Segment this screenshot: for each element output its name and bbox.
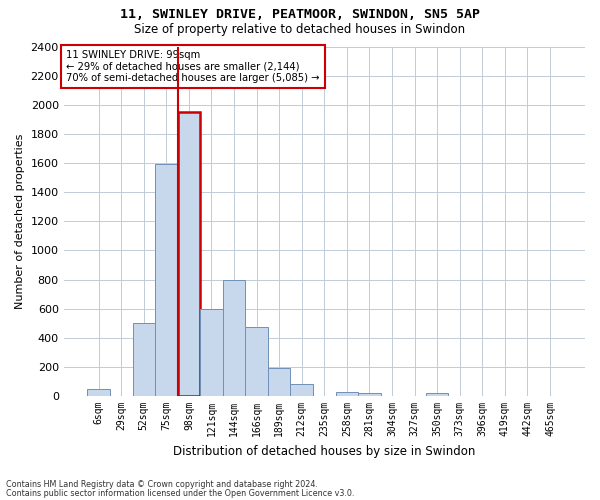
Bar [335,392,358,396]
Y-axis label: Number of detached properties: Number of detached properties [15,134,25,309]
Bar [200,310,223,396]
Text: Size of property relative to detached houses in Swindon: Size of property relative to detached ho… [134,22,466,36]
Bar [223,280,245,396]
Bar [178,112,200,396]
Bar [133,323,155,396]
Bar [268,368,290,396]
Bar [290,384,313,396]
Bar [358,393,381,396]
Text: Contains HM Land Registry data © Crown copyright and database right 2024.: Contains HM Land Registry data © Crown c… [6,480,318,489]
Bar [88,389,110,396]
Bar [426,393,448,396]
Text: 11 SWINLEY DRIVE: 99sqm
← 29% of detached houses are smaller (2,144)
70% of semi: 11 SWINLEY DRIVE: 99sqm ← 29% of detache… [66,50,320,83]
Text: 11, SWINLEY DRIVE, PEATMOOR, SWINDON, SN5 5AP: 11, SWINLEY DRIVE, PEATMOOR, SWINDON, SN… [120,8,480,20]
Bar [155,164,178,396]
Bar [245,327,268,396]
Text: Contains public sector information licensed under the Open Government Licence v3: Contains public sector information licen… [6,490,355,498]
X-axis label: Distribution of detached houses by size in Swindon: Distribution of detached houses by size … [173,444,476,458]
